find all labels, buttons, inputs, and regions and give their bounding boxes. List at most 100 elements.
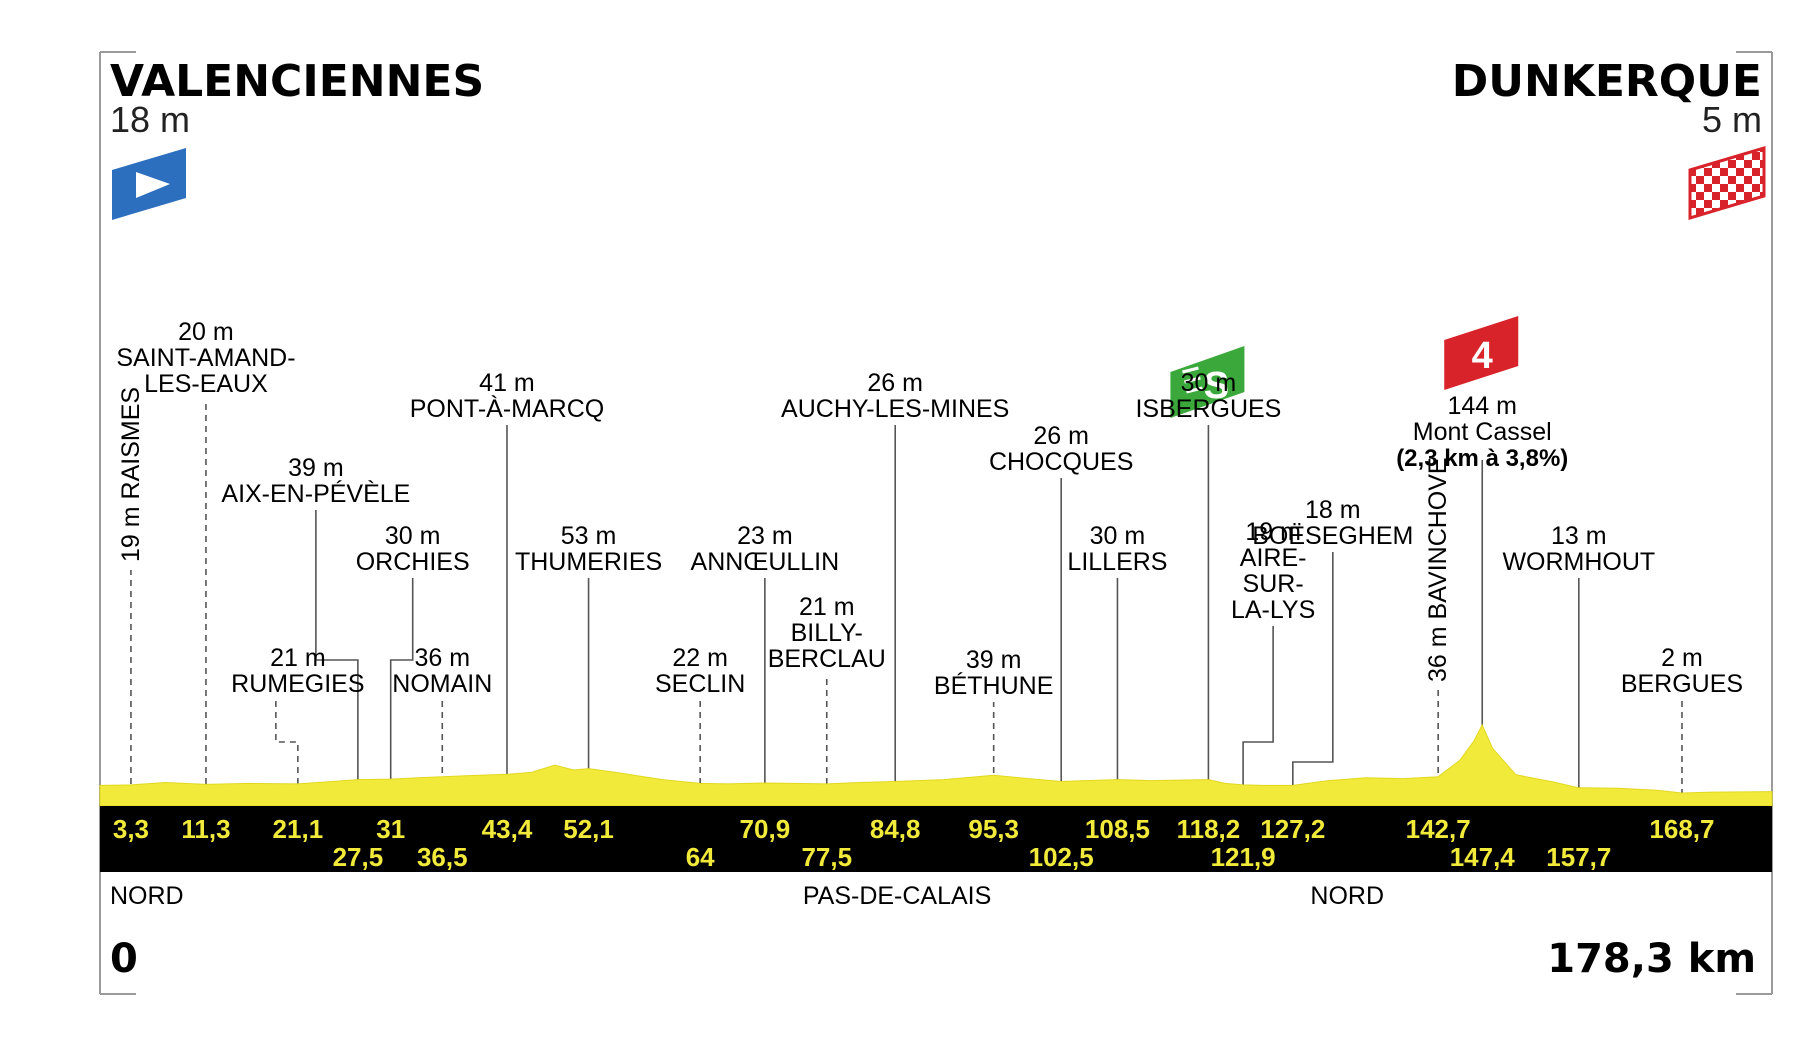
place-altitude: 19 m <box>1245 518 1301 546</box>
place-name: BERGUES <box>1621 670 1743 698</box>
place-name: AIRE- <box>1240 544 1307 572</box>
sprint-flag-icon: S <box>1170 346 1245 418</box>
place-name-text: RAISMES <box>117 387 145 500</box>
km-label: 157,7 <box>1546 842 1611 872</box>
km-label: 3,3 <box>113 814 149 844</box>
place-labels: 19 m RAISMES SAINT-AMAND-LES-EAUX 20 m RUME… <box>116 318 1743 700</box>
place-name: LILLERS <box>1067 548 1167 576</box>
km-label: 102,5 <box>1029 842 1094 872</box>
place-name: NOMAIN <box>392 670 492 698</box>
place-altitude: 21 m <box>799 593 855 621</box>
place-altitude: 26 m <box>1033 422 1089 450</box>
place-altitude: 20 m <box>178 318 234 346</box>
km-label: 142,7 <box>1406 814 1471 844</box>
finish-altitude: 5 m <box>1702 99 1762 140</box>
place-altitude: 22 m <box>672 644 728 672</box>
climb-name: Mont Cassel <box>1413 418 1552 446</box>
km-label: 95,3 <box>968 814 1019 844</box>
climb-flag-icon: 4 <box>1444 316 1519 390</box>
km-label: 43,4 <box>482 814 533 844</box>
km-label: 84,8 <box>870 814 921 844</box>
place-name: 19 m RAISMES <box>117 387 145 562</box>
place-altitude: 19 m <box>117 499 145 562</box>
place-name: ORCHIES <box>356 548 470 576</box>
leader-line <box>1292 552 1334 806</box>
km-label: 52,1 <box>563 814 614 844</box>
place-name: LA-LYS <box>1231 596 1315 624</box>
km-labels: 3,3 11,3 21,1 27,531 36,5 43,4 52,1 64 70,9 77,5 8… <box>113 814 1715 872</box>
climb-altitude: 144 m <box>1447 392 1516 420</box>
place-altitude: 13 m <box>1551 522 1607 550</box>
place-name: WORMHOUT <box>1502 548 1655 576</box>
place-name: SECLIN <box>655 670 745 698</box>
place-label-vertical: 19 m RAISMES <box>117 387 145 562</box>
km-band <box>100 806 1772 872</box>
place-name: PONT-À-MARCQ <box>410 394 604 423</box>
leader-line <box>1242 626 1274 806</box>
km-label: 108,5 <box>1085 814 1150 844</box>
place-altitude: 36 m <box>414 644 470 672</box>
place-name: CHOCQUES <box>989 448 1133 476</box>
place-name: RUMEGIES <box>231 670 364 698</box>
place-name: LES-EAUX <box>144 370 268 398</box>
place-altitude: 18 m <box>1305 496 1361 524</box>
place-name: BOËSEGHEM <box>1252 522 1413 550</box>
km-label: 118,2 <box>1177 814 1241 844</box>
leader-line <box>389 578 414 806</box>
place-altitude: 30 m <box>385 522 441 550</box>
km-label: 70,9 <box>740 814 791 844</box>
place-name: THUMERIES <box>515 548 662 576</box>
place-name: 36 m BAVINCHOVE <box>1424 457 1452 682</box>
place-altitude: 23 m <box>737 522 793 550</box>
region-label: PAS-DE-CALAIS <box>803 882 991 910</box>
place-name: AIX-EN-PÉVÈLE <box>221 479 410 508</box>
place-name: SUR- <box>1243 570 1304 598</box>
place-altitude: 39 m <box>288 454 344 482</box>
distance-end: 178,3 km <box>1547 936 1756 982</box>
distance-start: 0 <box>110 936 138 982</box>
place-altitude: 30 m <box>1181 369 1237 397</box>
km-label: 64 <box>686 842 715 872</box>
place-altitude: 53 m <box>561 522 617 550</box>
place-name: ISBERGUES <box>1135 395 1281 423</box>
place-altitude: 41 m <box>479 369 535 397</box>
km-label: 168,7 <box>1649 814 1714 844</box>
place-altitude: 30 m <box>1090 522 1146 550</box>
region-labels: NORD PAS-DE-CALAIS NORD <box>110 882 1384 910</box>
place-name: BÉTHUNE <box>934 671 1053 700</box>
km-label: 127,2 <box>1260 814 1325 844</box>
place-name: BILLY- <box>791 619 863 647</box>
leader-lines <box>130 400 1683 806</box>
km-label: 21,1 <box>273 814 324 844</box>
place-altitude: 26 m <box>867 369 923 397</box>
sprint-label: S <box>1204 365 1229 407</box>
elevation-profile-area <box>99 723 1773 807</box>
place-altitude: 36 m <box>1424 619 1452 682</box>
km-label: 147,4 <box>1450 842 1516 872</box>
region-label: NORD <box>1310 882 1384 910</box>
finish-flag-icon <box>1688 145 1766 221</box>
place-name: BERCLAU <box>768 645 886 673</box>
place-name: AUCHY-LES-MINES <box>781 395 1009 423</box>
place-name: ANNŒULLIN <box>691 548 840 576</box>
place-altitude: 2 m <box>1661 644 1703 672</box>
place-label-vertical: 36 m BAVINCHOVE <box>1424 457 1452 682</box>
km-label: 36,5 <box>417 842 468 872</box>
climb-category: 4 <box>1472 335 1493 377</box>
km-label: 31 <box>376 814 405 844</box>
start-flag-icon <box>112 148 186 220</box>
start-altitude: 18 m <box>110 99 190 140</box>
place-altitude: 39 m <box>966 646 1022 674</box>
place-name: SAINT-AMAND- <box>116 344 295 372</box>
km-label: 11,3 <box>181 814 230 844</box>
finish-city: DUNKERQUE <box>1452 56 1762 107</box>
km-label: 121,9 <box>1211 842 1276 872</box>
km-label: 27,5 <box>333 842 384 872</box>
km-label: 77,5 <box>801 842 852 872</box>
place-altitude: 21 m <box>270 644 326 672</box>
leader-line <box>315 510 359 806</box>
start-city: VALENCIENNES <box>110 56 484 107</box>
region-label: NORD <box>110 882 184 910</box>
